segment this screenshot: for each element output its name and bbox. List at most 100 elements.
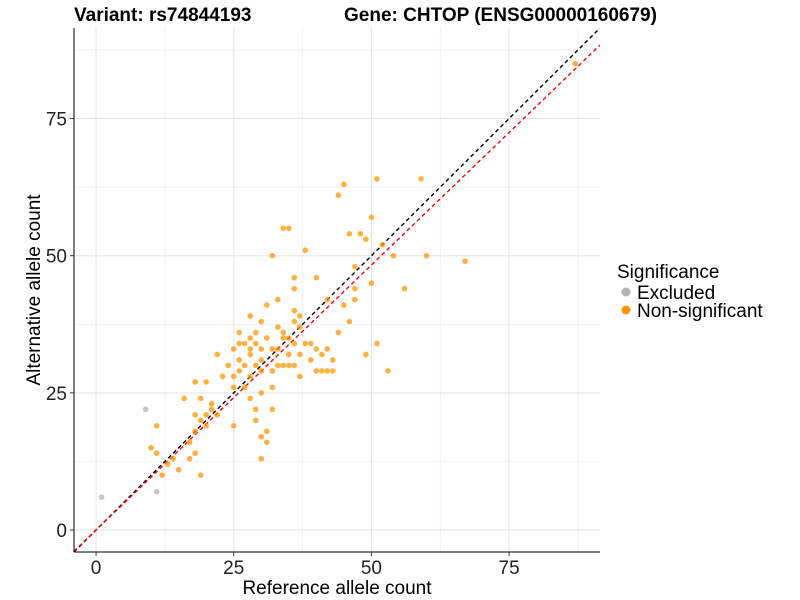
data-point-non-significant	[302, 247, 309, 254]
y-axis-ticks: 0 25 50 75	[46, 110, 74, 542]
data-point-non-significant	[423, 252, 430, 259]
legend-title: Significance	[617, 262, 719, 283]
data-point-non-significant	[572, 60, 579, 67]
data-point-non-significant	[330, 357, 336, 363]
data-point-non-significant	[363, 236, 369, 243]
data-point-non-significant	[269, 406, 276, 413]
data-point-non-significant	[230, 423, 237, 429]
reference-line-fit	[74, 44, 600, 552]
data-point-excluded	[98, 494, 105, 500]
data-point-non-significant	[214, 351, 221, 358]
data-point-non-significant	[324, 346, 331, 352]
data-point-non-significant	[319, 351, 325, 358]
data-point-non-significant	[236, 368, 243, 374]
data-point-non-significant	[341, 302, 347, 308]
data-point-non-significant	[390, 252, 397, 259]
data-point-non-significant	[236, 329, 243, 336]
data-point-non-significant	[219, 373, 226, 380]
data-point-non-significant	[302, 340, 309, 347]
x-axis-title: Reference allele count	[242, 578, 432, 599]
y-tick-label: 50	[46, 247, 67, 268]
data-point-non-significant	[324, 368, 331, 374]
data-point-non-significant	[225, 362, 232, 369]
data-point-non-significant	[192, 379, 198, 385]
data-point-non-significant	[203, 379, 209, 385]
data-point-non-significant	[170, 455, 176, 462]
data-point-non-significant	[263, 335, 270, 341]
data-point-non-significant	[368, 214, 375, 221]
data-point-non-significant	[385, 368, 391, 374]
data-point-non-significant	[269, 384, 276, 391]
data-point-non-significant	[197, 395, 204, 402]
data-point-non-significant	[247, 351, 254, 358]
data-point-non-significant	[291, 318, 298, 325]
data-point-non-significant	[335, 192, 342, 199]
data-point-non-significant	[247, 346, 254, 352]
data-point-non-significant	[297, 313, 303, 319]
data-point-non-significant	[258, 390, 265, 396]
data-point-non-significant	[192, 412, 198, 418]
data-point-non-significant	[286, 362, 292, 369]
data-point-non-significant	[291, 362, 298, 369]
data-point-non-significant	[462, 258, 468, 264]
data-point-non-significant	[153, 423, 160, 429]
data-point-non-significant	[263, 439, 270, 446]
data-point-non-significant	[352, 263, 358, 270]
data-point-non-significant	[208, 406, 215, 413]
data-point-non-significant	[236, 340, 243, 347]
data-point-non-significant	[379, 241, 386, 248]
legend-key-excluded	[621, 287, 631, 297]
data-point-non-significant	[148, 444, 154, 451]
data-point-non-significant	[346, 230, 353, 237]
x-axis-ticks: 0 25 50 75	[91, 552, 520, 579]
data-point-non-significant	[313, 346, 320, 352]
data-point-non-significant	[241, 384, 248, 391]
data-point-non-significant	[186, 439, 193, 446]
data-point-non-significant	[335, 329, 342, 336]
data-point-non-significant	[319, 368, 325, 374]
data-point-non-significant	[297, 373, 303, 380]
legend-key-non-significant	[621, 305, 631, 315]
data-point-non-significant	[341, 181, 347, 188]
legend-label-excluded: Excluded	[637, 283, 715, 304]
data-point-non-significant	[252, 340, 259, 347]
data-point-non-significant	[263, 428, 270, 435]
data-point-non-significant	[164, 461, 171, 468]
data-point-non-significant	[274, 324, 281, 330]
data-point-non-significant	[357, 230, 364, 237]
data-point-non-significant	[313, 274, 320, 281]
data-point-non-significant	[291, 285, 298, 292]
data-point-non-significant	[280, 335, 287, 341]
data-point-non-significant	[291, 307, 298, 314]
data-point-non-significant	[247, 373, 254, 380]
data-point-non-significant	[324, 296, 331, 303]
data-point-non-significant	[308, 357, 314, 363]
chart-title-variant: Variant: rs74844193	[74, 5, 251, 26]
data-point-non-significant	[241, 362, 248, 369]
data-point-non-significant	[280, 225, 287, 232]
data-point-non-significant	[308, 340, 314, 347]
data-point-non-significant	[208, 401, 215, 407]
data-point-excluded	[142, 406, 149, 413]
data-point-non-significant	[286, 335, 292, 341]
data-point-non-significant	[252, 362, 259, 369]
reference-line-identity	[74, 28, 600, 552]
data-point-non-significant	[352, 285, 358, 292]
data-point-non-significant	[352, 296, 358, 303]
data-point-non-significant	[258, 318, 265, 325]
data-point-non-significant	[274, 362, 281, 369]
data-point-non-significant	[186, 455, 193, 462]
data-point-non-significant	[374, 340, 380, 347]
data-point-non-significant	[258, 346, 265, 352]
legend: Significance Excluded Non-significant	[617, 262, 763, 322]
data-point-non-significant	[203, 423, 209, 429]
legend-label-non-significant: Non-significant	[637, 301, 763, 322]
x-tick-label: 50	[361, 558, 382, 579]
data-point-excluded	[153, 488, 160, 495]
data-point-non-significant	[280, 362, 287, 369]
data-point-non-significant	[192, 450, 198, 457]
data-point-non-significant	[192, 428, 198, 435]
y-tick-label: 75	[46, 110, 67, 131]
data-point-non-significant	[252, 329, 259, 336]
x-tick-label: 25	[223, 558, 244, 579]
